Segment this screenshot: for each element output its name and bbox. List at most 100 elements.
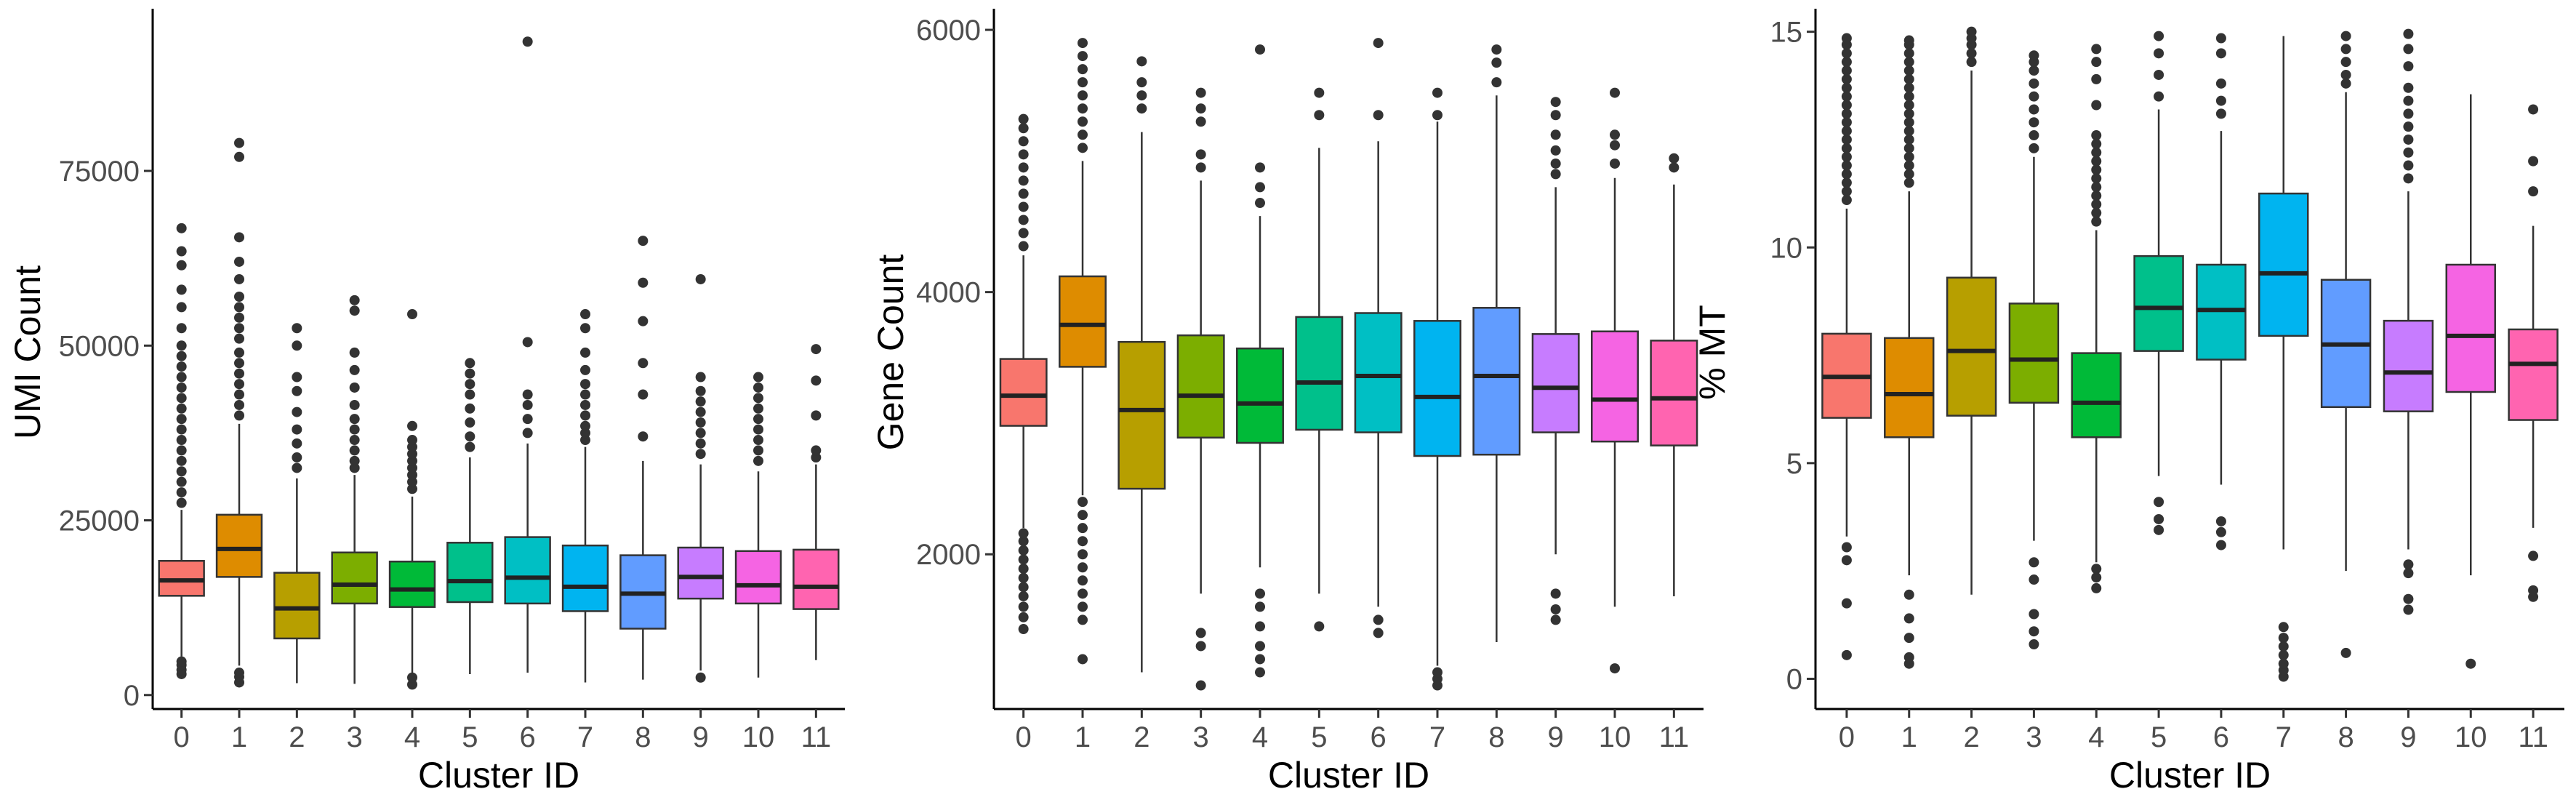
outlier-point xyxy=(1018,564,1029,574)
outlier-point xyxy=(2403,147,2414,158)
outlier-point xyxy=(234,347,244,358)
outlier-point xyxy=(2340,78,2351,89)
outlier-point xyxy=(234,137,244,148)
outlier-point xyxy=(1255,601,1265,612)
x-axis-title: Cluster ID xyxy=(2109,755,2271,796)
outlier-point xyxy=(522,389,533,400)
outlier-point xyxy=(349,305,360,316)
outlier-point xyxy=(2029,143,2039,153)
outlier-point xyxy=(580,323,590,334)
outlier-point xyxy=(292,406,302,417)
outlier-point xyxy=(349,424,360,435)
outlier-point xyxy=(1841,598,1852,609)
panel-umi: 0 25000 50000 75000 0 1 2 3 4 5 6 7 8 9 10 11 Cluster ID… xyxy=(7,9,845,796)
outlier-point xyxy=(1018,241,1029,252)
box-cluster-8 xyxy=(2320,31,2372,658)
box-cluster-8 xyxy=(1472,44,1521,643)
outlier-point xyxy=(695,449,706,460)
x-tick-label: 5 xyxy=(1311,721,1327,753)
outlier-point xyxy=(292,438,302,449)
outlier-point xyxy=(2091,57,2102,68)
box-body xyxy=(331,551,378,605)
outlier-point xyxy=(1903,589,1914,600)
outlier-point xyxy=(1903,134,1914,145)
box-cluster-0 xyxy=(158,223,205,679)
outlier-point xyxy=(1078,562,1088,573)
box-body xyxy=(2508,328,2559,421)
outlier-point xyxy=(1610,129,1620,140)
outlier-point xyxy=(1491,57,1502,68)
x-tick-label: 9 xyxy=(693,721,709,753)
outlier-point xyxy=(2403,108,2414,119)
outlier-point xyxy=(695,417,706,428)
outlier-point xyxy=(407,441,417,452)
outlier-point xyxy=(349,414,360,425)
outlier-point xyxy=(638,431,649,442)
outlier-point xyxy=(2403,593,2414,604)
outlier-point xyxy=(522,399,533,410)
box-body xyxy=(1236,347,1284,444)
outlier-point xyxy=(407,420,417,431)
outlier-point xyxy=(2091,199,2102,209)
panel-mt: 0 5 10 15 0 1 2 3 4 5 6 7 8 9 10 11 Cluster ID % MT xyxy=(1692,9,2564,796)
outlier-point xyxy=(2215,516,2226,526)
outlier-point xyxy=(2154,513,2164,524)
outlier-point xyxy=(1610,87,1620,98)
box-cluster-10 xyxy=(1591,87,1639,674)
outlier-point xyxy=(811,445,822,456)
panel-gene: 2000 4000 6000 0 1 2 3 4 5 6 7 8 9 10 11 Cluster ID Gene… xyxy=(870,9,1704,796)
outlier-point xyxy=(753,414,763,425)
y-tick-label: 4000 xyxy=(916,277,981,309)
outlier-point xyxy=(2029,91,2039,102)
outlier-point xyxy=(1841,649,1852,660)
outlier-point xyxy=(2091,100,2102,111)
outlier-point xyxy=(1841,151,1852,162)
outlier-point xyxy=(1018,215,1029,225)
outlier-point xyxy=(176,302,187,313)
outlier-point xyxy=(2403,173,2414,184)
outlier-point xyxy=(2091,147,2102,158)
box-body xyxy=(561,544,609,612)
outlier-point xyxy=(1903,73,1914,84)
outlier-point xyxy=(1841,33,1852,44)
outlier-point xyxy=(407,309,417,320)
outlier-point xyxy=(465,389,476,400)
box-cluster-4 xyxy=(2071,44,2122,593)
outlier-point xyxy=(407,484,417,494)
outlier-point xyxy=(811,410,822,421)
outlier-point xyxy=(1841,555,1852,566)
outlier-point xyxy=(1966,57,1977,68)
outlier-point xyxy=(2403,44,2414,55)
outlier-point xyxy=(695,385,706,396)
outlier-point xyxy=(1903,35,1914,46)
outlier-point xyxy=(580,379,590,390)
outlier-point xyxy=(2340,57,2351,68)
outlier-point xyxy=(234,292,244,303)
outlier-point xyxy=(2215,108,2226,119)
outlier-point xyxy=(2215,540,2226,550)
outlier-point xyxy=(1841,195,1852,206)
outlier-point xyxy=(1018,624,1029,635)
outlier-point xyxy=(580,389,590,400)
outlier-point xyxy=(2029,78,2039,89)
outlier-point xyxy=(292,462,302,473)
x-tick-label: 8 xyxy=(2338,721,2354,753)
x-tick-label: 6 xyxy=(520,721,536,753)
outlier-point xyxy=(695,273,706,284)
box-cluster-0 xyxy=(1821,33,1872,660)
outlier-point xyxy=(1078,549,1088,560)
outlier-point xyxy=(234,368,244,379)
outlier-point xyxy=(1903,91,1914,102)
box-body xyxy=(1413,320,1461,457)
outlier-point xyxy=(1078,601,1088,612)
outlier-point xyxy=(695,672,706,683)
outlier-point xyxy=(1550,145,1561,156)
x-tick-label: 3 xyxy=(1193,721,1209,753)
outlier-point xyxy=(2215,33,2226,44)
outlier-point xyxy=(1195,680,1206,691)
y-axis-title: UMI Count xyxy=(7,265,48,439)
box-body xyxy=(1650,340,1698,446)
outlier-point xyxy=(1610,158,1620,169)
outlier-point xyxy=(2278,658,2289,669)
